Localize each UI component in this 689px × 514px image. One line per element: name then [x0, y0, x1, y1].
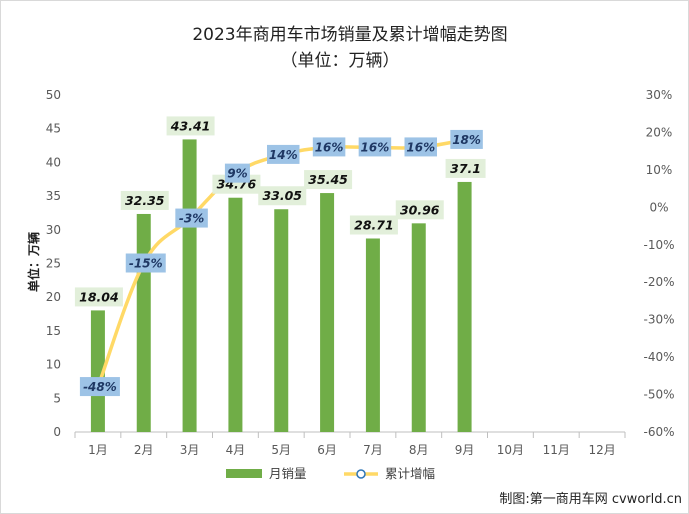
- line-data-label: -3%: [179, 212, 204, 226]
- y-tick-label: 15: [46, 324, 61, 338]
- y-tick-label: 35: [46, 189, 61, 203]
- y-axis-title: 单位：万辆: [26, 232, 41, 292]
- line-data-label: 9%: [227, 167, 247, 181]
- line-label-box: [404, 137, 437, 157]
- bar: [320, 193, 335, 432]
- x-tick-label: 10月: [497, 443, 524, 457]
- line-label-box: [175, 208, 208, 228]
- x-tick-label: 7月: [363, 443, 383, 457]
- bar: [411, 223, 426, 432]
- x-tick-label: 2月: [134, 443, 154, 457]
- chart-subtitle: （单位：万辆）: [281, 51, 400, 71]
- legend: 月销量 累计增幅: [226, 466, 435, 481]
- bar: [274, 209, 289, 432]
- y-tick-label: 40: [46, 155, 61, 169]
- y2-tick-label: -30%: [643, 313, 674, 327]
- source-credit: 制图:第一商用车网 cvworld.cn: [499, 491, 682, 507]
- line-data-label: 16%: [315, 140, 344, 154]
- legend-line-marker: [356, 469, 366, 479]
- bar: [90, 310, 105, 432]
- y-tick-label: 5: [53, 391, 61, 405]
- line-data-label: 14%: [269, 148, 298, 162]
- y2-tick-label: 20%: [646, 125, 673, 139]
- y2-tick-label: 30%: [646, 88, 673, 102]
- x-tick-label: 6月: [317, 443, 337, 457]
- legend-line-label: 累计增幅: [385, 466, 435, 481]
- y-tick-label: 25: [46, 257, 61, 271]
- bar: [365, 238, 380, 432]
- bar-labels: 18.0432.3543.4134.7633.0535.4528.7130.96…: [74, 116, 486, 307]
- line-label-box: [312, 137, 346, 157]
- bar: [228, 197, 243, 432]
- bar-data-label: 37.1: [450, 161, 481, 176]
- bar-label-box: [74, 287, 123, 307]
- y-tick-label: 20: [46, 290, 61, 304]
- line-data-label: 18%: [452, 133, 481, 147]
- y2-tick-label: 10%: [646, 163, 673, 177]
- bar-data-label: 35.45: [308, 172, 348, 187]
- line-data-label: 16%: [361, 140, 390, 154]
- y2-tick-label: -60%: [643, 425, 674, 439]
- bar-label-box: [395, 200, 444, 220]
- y2-tick-label: -10%: [643, 238, 674, 252]
- x-tick-label: 1月: [88, 443, 108, 457]
- y-tick-label: 10: [46, 358, 61, 372]
- x-tick-label: 11月: [543, 443, 570, 457]
- y2-tick-label: 0%: [649, 200, 668, 214]
- x-tick-label: 12月: [588, 443, 615, 457]
- y2-tick-label: -40%: [643, 350, 674, 364]
- x-tick-label: 4月: [226, 443, 246, 457]
- line-label-box: [224, 163, 250, 183]
- bar-label-box: [166, 116, 215, 136]
- x-tick-label: 8月: [409, 443, 429, 457]
- bar: [182, 139, 197, 432]
- y-tick-label: 30: [46, 223, 61, 237]
- bar-data-label: 30.96: [400, 202, 440, 217]
- line-label-box: [79, 377, 120, 397]
- bar-label-box: [304, 170, 353, 190]
- y-axis-right: -60% -50% -40% -30% -20% -10% 0% 10% 20% 30%: [643, 88, 674, 439]
- x-tick-label: 3月: [180, 443, 200, 457]
- legend-bar-swatch: [226, 469, 262, 478]
- y2-tick-label: -50%: [643, 388, 674, 402]
- bar-data-label: 32.35: [125, 193, 165, 208]
- bar-label-box: [349, 215, 398, 235]
- y-tick-label: 0: [53, 425, 61, 439]
- bar: [457, 181, 472, 432]
- bar: [136, 213, 151, 432]
- line-data-label: 16%: [406, 140, 435, 154]
- y2-tick-label: -20%: [643, 275, 674, 289]
- x-tick-label: 5月: [271, 443, 291, 457]
- y-axis-left: 0 5 10 15 20 25 30 35 40 45 50: [46, 88, 61, 439]
- bar-data-label: 18.04: [79, 289, 119, 304]
- y-tick-label: 50: [46, 88, 61, 102]
- line-label-box: [267, 144, 300, 164]
- bar-label-box: [445, 158, 486, 178]
- bar-data-label: 43.41: [170, 118, 211, 133]
- bar-data-label: 28.71: [354, 217, 394, 232]
- bar-label-box: [258, 186, 307, 206]
- line-labels: -48% -15% -3% 9% 14% 16% 16% 16% 18%: [79, 129, 483, 397]
- bar-data-label: 33.05: [262, 188, 302, 203]
- x-tick-label: 9月: [455, 443, 475, 457]
- x-axis: 1月 2月 3月 4月 5月 6月 7月 8月 9月 10月 11月 12月: [74, 432, 626, 457]
- line-label-box: [450, 129, 483, 149]
- y-tick-label: 45: [46, 122, 61, 136]
- line-label-box: [358, 137, 392, 157]
- line-label-box: [125, 253, 166, 273]
- line-data-label: -15%: [129, 257, 163, 271]
- line-data-label: -48%: [83, 380, 117, 394]
- bar-label-box: [120, 190, 169, 210]
- legend-bar-label: 月销量: [269, 466, 307, 481]
- chart-title: 2023年商用车市场销量及累计增幅走势图: [192, 25, 507, 45]
